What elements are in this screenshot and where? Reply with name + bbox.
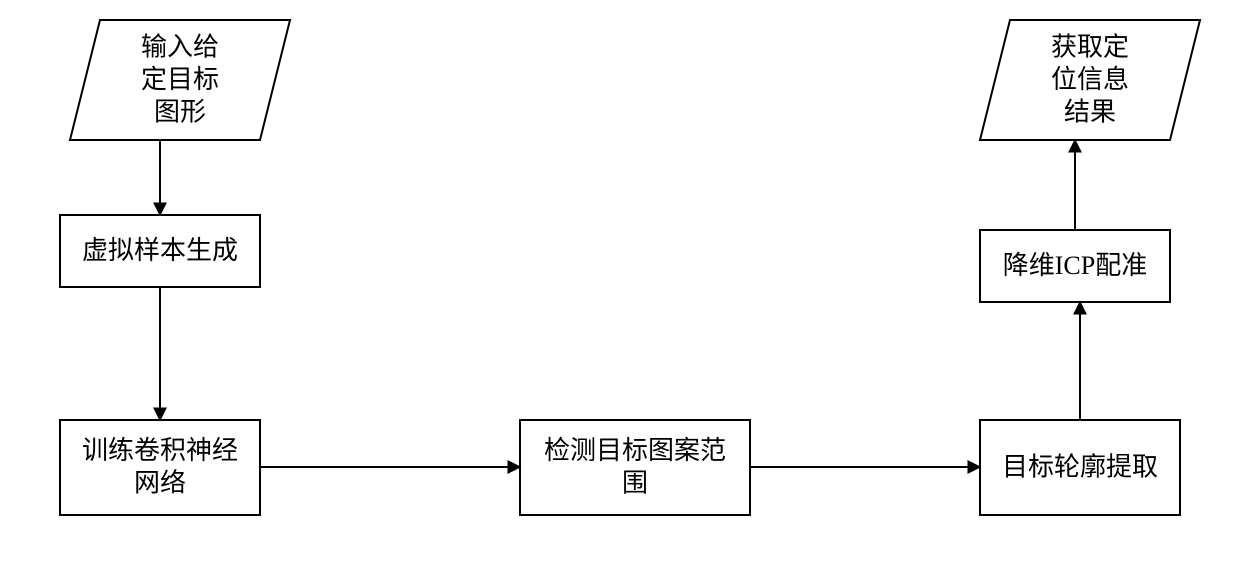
- node-detect_range: 检测目标图案范围: [520, 420, 750, 515]
- node-detect_range-label-line-0: 检测目标图案范: [544, 436, 726, 465]
- node-input-label-line-0: 输入给: [141, 32, 219, 61]
- node-train_cnn: 训练卷积神经网络: [60, 420, 260, 515]
- node-virtual_sample: 虚拟样本生成: [60, 215, 260, 287]
- node-input: 输入给定目标图形: [70, 20, 290, 140]
- node-virtual_sample-label-line-0: 虚拟样本生成: [82, 236, 238, 265]
- node-train_cnn-label-line-0: 训练卷积神经: [82, 436, 238, 465]
- node-detect_range-label-line-1: 围: [622, 469, 648, 498]
- node-output-label-line-0: 获取定: [1051, 32, 1129, 61]
- node-output: 获取定位信息结果: [980, 20, 1200, 140]
- node-input-label-line-1: 定目标: [141, 65, 219, 94]
- node-icp: 降维ICP配准: [980, 230, 1170, 302]
- node-icp-label-line-0: 降维ICP配准: [1003, 251, 1147, 280]
- node-contour_extract-label-line-0: 目标轮廓提取: [1002, 452, 1158, 481]
- node-output-label-line-2: 结果: [1064, 97, 1116, 126]
- node-contour_extract: 目标轮廓提取: [980, 420, 1180, 515]
- node-input-label-line-2: 图形: [154, 97, 206, 126]
- node-output-label-line-1: 位信息: [1051, 65, 1129, 94]
- flowchart-canvas: 输入给定目标图形虚拟样本生成训练卷积神经网络检测目标图案范围目标轮廓提取降维IC…: [0, 0, 1240, 572]
- node-train_cnn-label-line-1: 网络: [134, 469, 186, 498]
